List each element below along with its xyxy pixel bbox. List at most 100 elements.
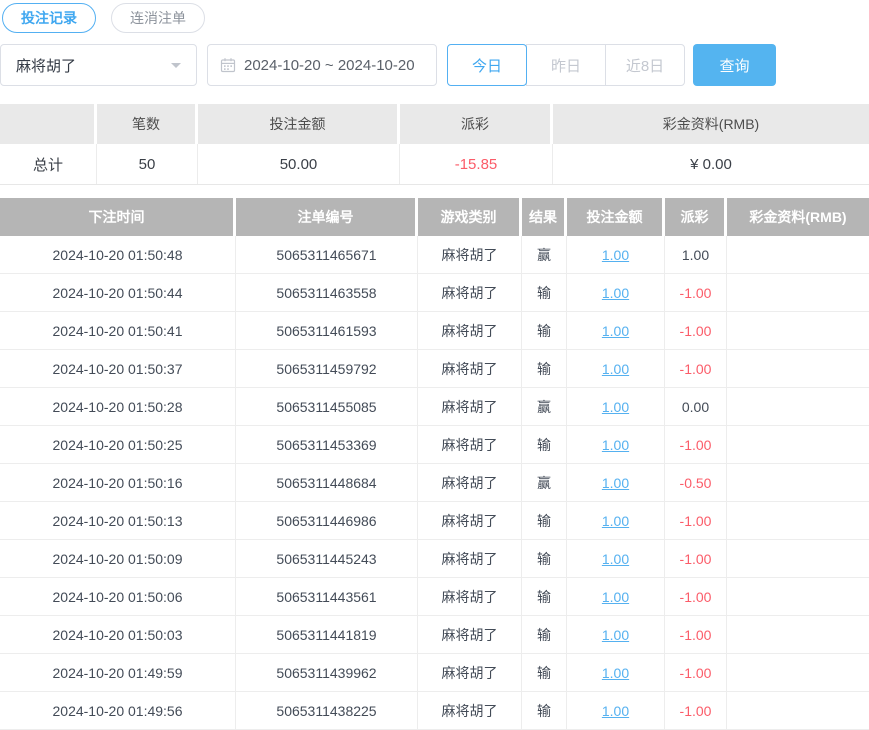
bet-amount-link[interactable]: 1.00 [601,664,630,681]
header-bet-time: 下注时间 [0,198,236,236]
cell-bet-amount: 1.00 [567,692,665,729]
bet-amount-link[interactable]: 1.00 [601,626,630,643]
cell-result: 赢 [522,388,567,425]
bet-amount-link[interactable]: 1.00 [601,550,630,567]
header-bonus: 彩金资料(RMB) [727,198,869,236]
tab-betting-records[interactable]: 投注记录 [2,3,96,33]
game-select[interactable]: 麻将胡了 [0,44,197,86]
cell-game-type: 麻将胡了 [418,350,522,387]
cell-bet-time: 2024-10-20 01:50:25 [0,426,236,463]
cell-payout: 0.00 [665,388,727,425]
cell-game-type: 麻将胡了 [418,616,522,653]
cell-order-id: 5065311443561 [236,578,418,615]
bet-amount-link[interactable]: 1.00 [601,436,630,453]
cell-bet-amount: 1.00 [567,350,665,387]
tab-cancelled-orders[interactable]: 连消注单 [111,3,205,33]
cell-order-id: 5065311439962 [236,654,418,691]
summary-total-bet-amount: 50.00 [198,144,400,184]
cell-result: 输 [522,274,567,311]
bet-amount-link[interactable]: 1.00 [601,284,630,301]
cell-bet-amount: 1.00 [567,654,665,691]
cell-bonus [727,426,869,463]
cell-bonus [727,654,869,691]
table-row: 2024-10-20 01:50:03 5065311441819 麻将胡了 输… [0,616,869,654]
cell-bet-time: 2024-10-20 01:50:09 [0,540,236,577]
quick-today-button[interactable]: 今日 [447,44,527,86]
cell-game-type: 麻将胡了 [418,426,522,463]
cell-payout: 1.00 [665,236,727,273]
cell-bet-time: 2024-10-20 01:50:41 [0,312,236,349]
quick-range-group: 今日 昨日 近8日 [447,44,685,86]
cell-bonus [727,236,869,273]
cell-bet-amount: 1.00 [567,274,665,311]
cell-payout: -0.50 [665,464,727,501]
cell-game-type: 麻将胡了 [418,388,522,425]
cell-bet-time: 2024-10-20 01:50:16 [0,464,236,501]
bet-amount-link[interactable]: 1.00 [601,702,630,719]
summary-total-bonus: ¥ 0.00 [553,144,869,184]
table-row: 2024-10-20 01:50:48 5065311465671 麻将胡了 赢… [0,236,869,274]
table-row: 2024-10-20 01:50:28 5065311455085 麻将胡了 赢… [0,388,869,426]
header-bet-amount: 投注金额 [567,198,665,236]
header-result: 结果 [522,198,567,236]
cell-bonus [727,464,869,501]
table-row: 2024-10-20 01:49:56 5065311438225 麻将胡了 输… [0,692,869,730]
cell-payout: -1.00 [665,274,727,311]
cell-bonus [727,350,869,387]
cell-result: 输 [522,426,567,463]
cell-bet-amount: 1.00 [567,540,665,577]
bet-amount-link[interactable]: 1.00 [601,322,630,339]
cell-result: 赢 [522,236,567,273]
cell-order-id: 5065311465671 [236,236,418,273]
cell-payout: -1.00 [665,312,727,349]
bet-amount-link[interactable]: 1.00 [601,398,630,415]
summary-total-payout: -15.85 [400,144,553,184]
table-row: 2024-10-20 01:50:44 5065311463558 麻将胡了 输… [0,274,869,312]
table-row: 2024-10-20 01:50:09 5065311445243 麻将胡了 输… [0,540,869,578]
bet-amount-link[interactable]: 1.00 [601,474,630,491]
cell-game-type: 麻将胡了 [418,274,522,311]
table-row: 2024-10-20 01:50:25 5065311453369 麻将胡了 输… [0,426,869,464]
game-select-value: 麻将胡了 [16,57,77,75]
quick-last8days-button[interactable]: 近8日 [605,44,685,86]
summary-header-payout: 派彩 [400,104,553,144]
bet-amount-link[interactable]: 1.00 [601,360,630,377]
cell-game-type: 麻将胡了 [418,578,522,615]
bet-amount-link[interactable]: 1.00 [601,512,630,529]
summary-header-row: 笔数 投注金额 派彩 彩金资料(RMB) [0,104,869,144]
cell-bet-amount: 1.00 [567,312,665,349]
date-range-picker[interactable]: 2024-10-20 ~ 2024-10-20 [207,44,437,86]
cell-bonus [727,312,869,349]
summary-header-bet-amount: 投注金额 [198,104,400,144]
cell-order-id: 5065311448684 [236,464,418,501]
bet-table-body: 2024-10-20 01:50:48 5065311465671 麻将胡了 赢… [0,236,869,730]
table-row: 2024-10-20 01:50:06 5065311443561 麻将胡了 输… [0,578,869,616]
cell-game-type: 麻将胡了 [418,692,522,729]
cell-result: 输 [522,312,567,349]
bet-amount-link[interactable]: 1.00 [601,588,630,605]
cell-bet-time: 2024-10-20 01:50:44 [0,274,236,311]
cell-game-type: 麻将胡了 [418,464,522,501]
cell-game-type: 麻将胡了 [418,502,522,539]
cell-payout: -1.00 [665,350,727,387]
summary-table: 笔数 投注金额 派彩 彩金资料(RMB) 总计 50 50.00 -15.85 … [0,104,869,185]
cell-payout: -1.00 [665,616,727,653]
calendar-icon [220,57,236,73]
cell-bonus [727,388,869,425]
cell-bet-time: 2024-10-20 01:50:13 [0,502,236,539]
quick-yesterday-button[interactable]: 昨日 [526,44,606,86]
table-row: 2024-10-20 01:50:13 5065311446986 麻将胡了 输… [0,502,869,540]
cell-order-id: 5065311441819 [236,616,418,653]
cell-order-id: 5065311463558 [236,274,418,311]
cell-game-type: 麻将胡了 [418,312,522,349]
cell-bet-amount: 1.00 [567,616,665,653]
bet-amount-link[interactable]: 1.00 [601,246,630,263]
cell-bonus [727,692,869,729]
header-game-type: 游戏类别 [418,198,522,236]
cell-game-type: 麻将胡了 [418,236,522,273]
record-type-tabs: 投注记录 连消注单 [2,3,869,33]
query-button[interactable]: 查询 [693,44,776,86]
bet-table-header-row: 下注时间 注单编号 游戏类别 结果 投注金额 派彩 彩金资料(RMB) [0,198,869,236]
cell-payout: -1.00 [665,578,727,615]
cell-bet-time: 2024-10-20 01:50:48 [0,236,236,273]
